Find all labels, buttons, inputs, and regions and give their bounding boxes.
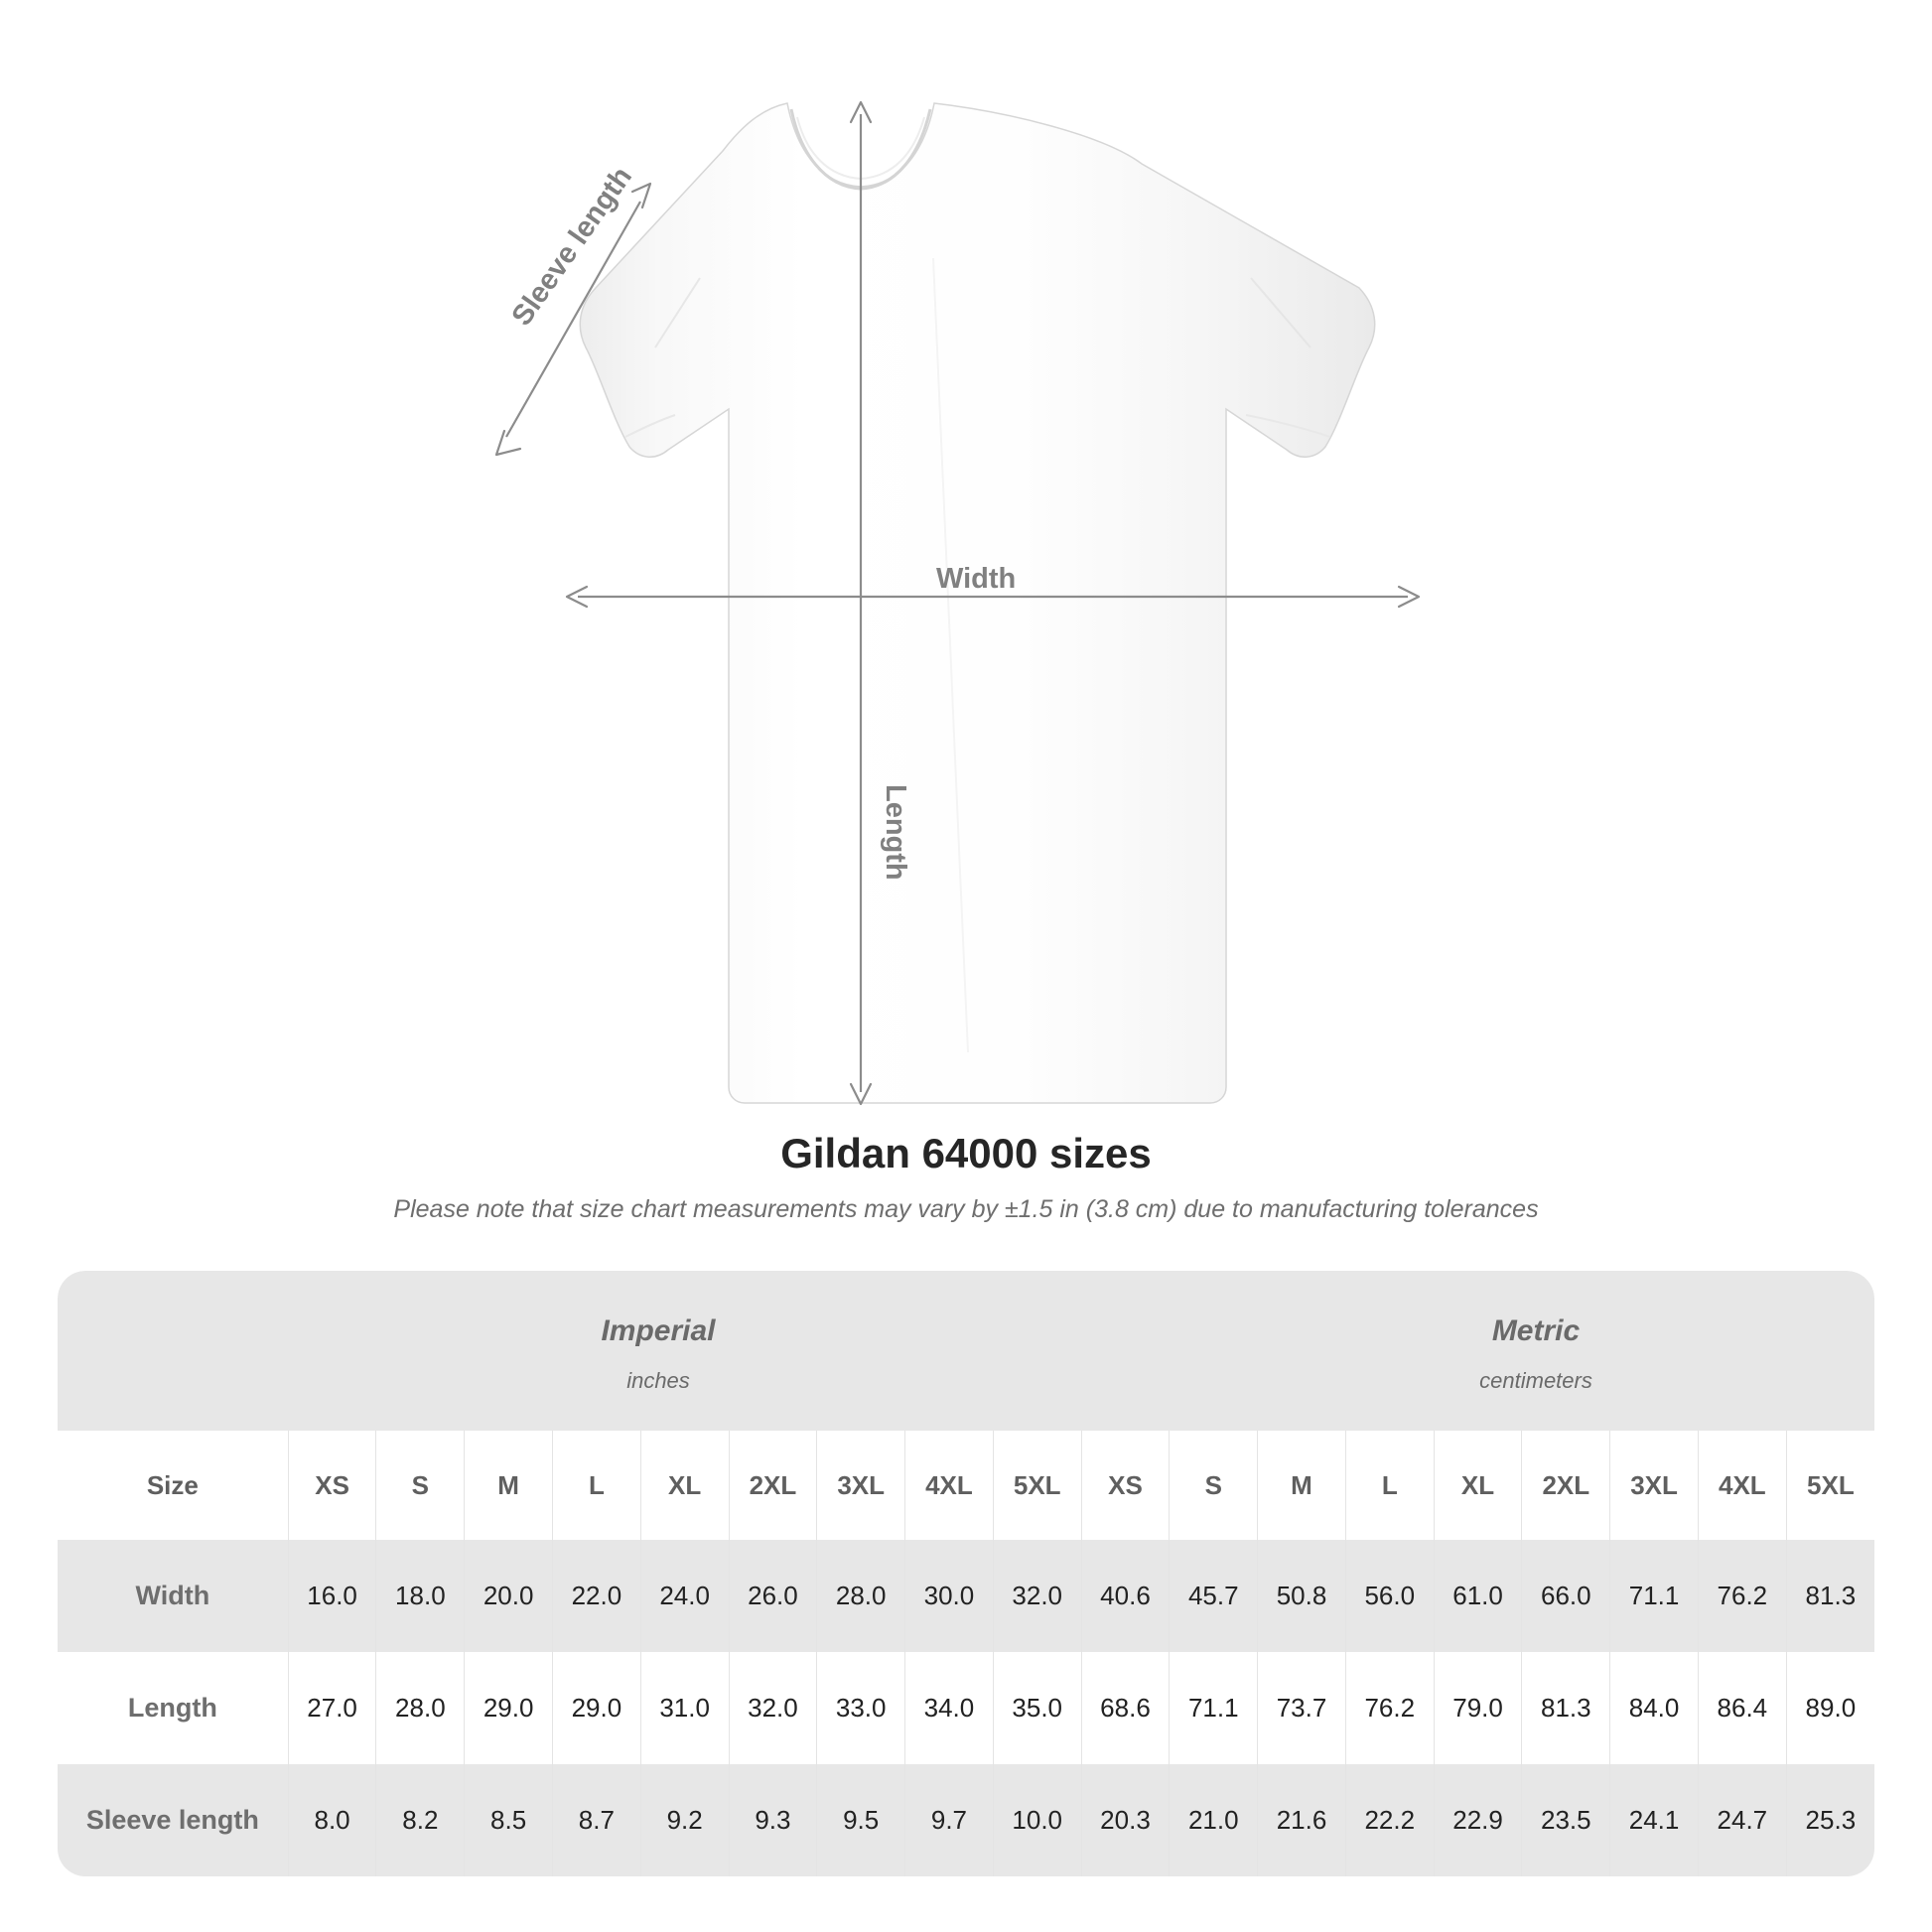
svg-text:Length: Length [880,784,911,881]
svg-text:Width: Width [936,563,1016,595]
